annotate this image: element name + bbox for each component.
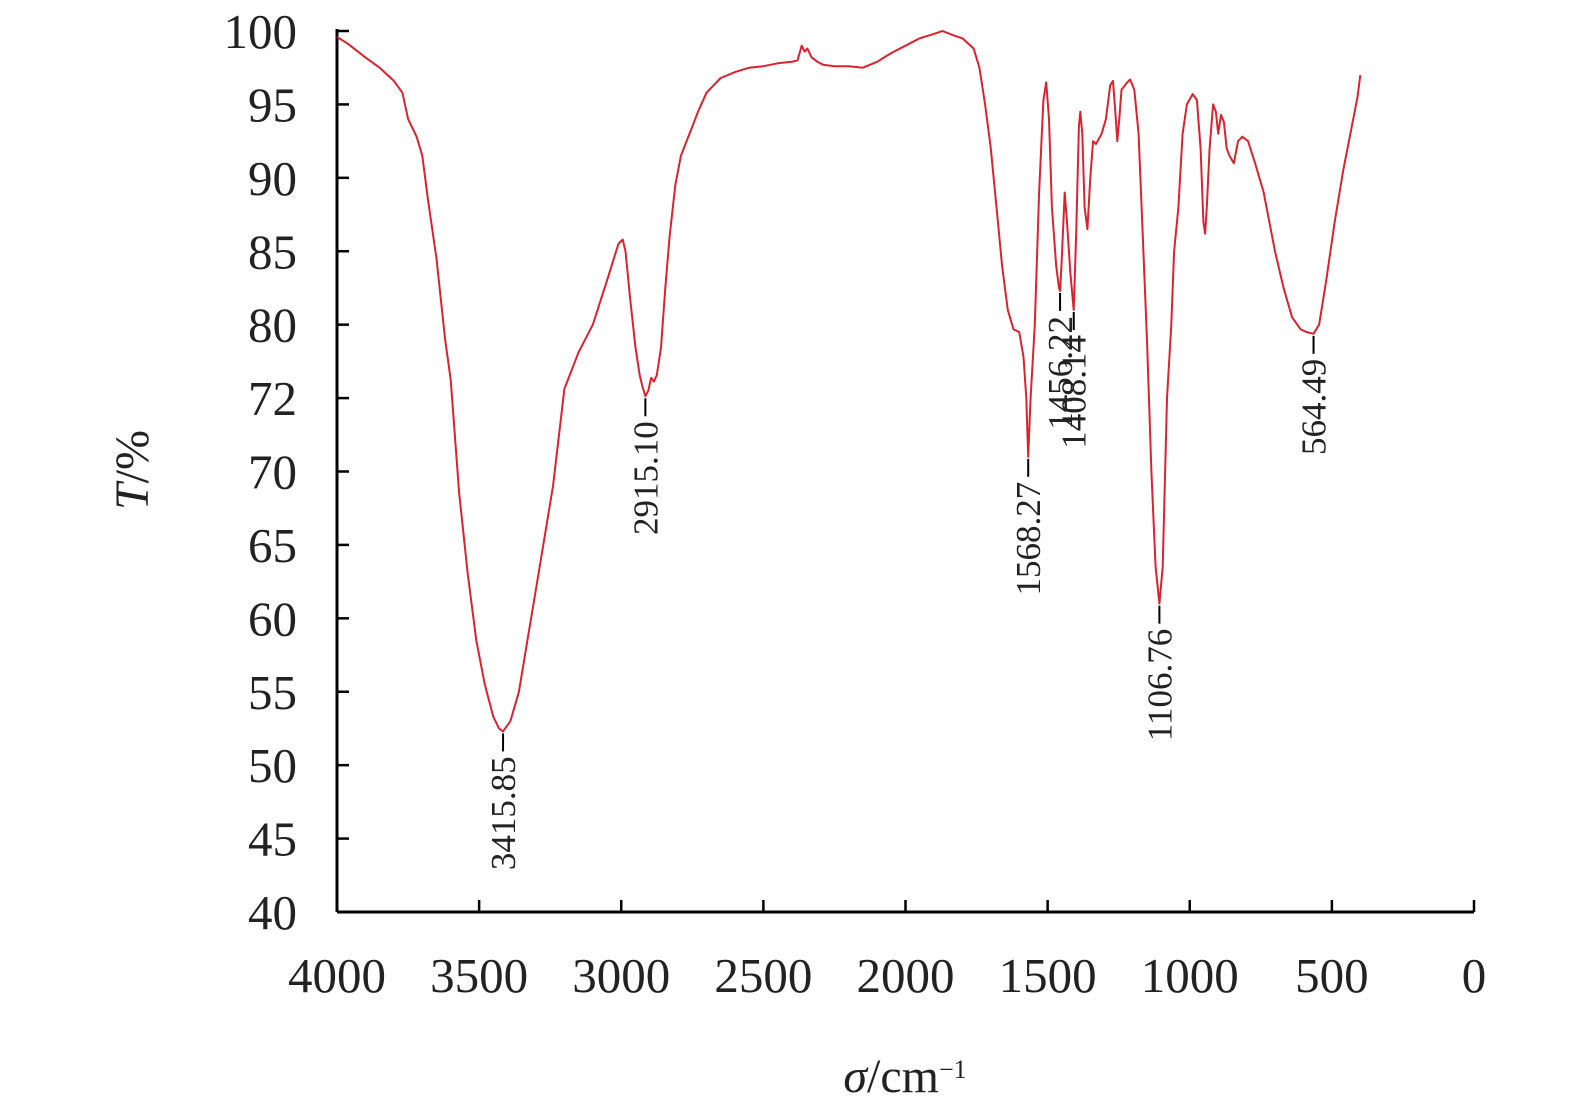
y-tick-label: 72 [248,371,297,426]
peak-annotation: 564.49 [1295,335,1334,455]
series-layer [336,30,1362,733]
x-tick-label: 0 [1462,948,1487,1003]
y-tick-label: 70 [248,445,297,500]
peak-annotation: 1456.22 [1041,292,1080,430]
y-tick-label: 100 [224,4,298,59]
y-tick-label: 45 [248,812,297,867]
x-tick-label: 1500 [999,948,1097,1003]
x-axis-exponent: −1 [939,1055,967,1084]
x-tick-label: 2500 [714,948,812,1003]
peak-label: 1408.14 [1055,335,1094,449]
plot-axes [335,29,1476,914]
y-tick-label: 40 [248,885,297,940]
y-axis-symbol: T [106,480,159,510]
x-tick-label: 4000 [288,948,386,1003]
peak-label: 564.49 [1295,359,1334,455]
peak-annotation: 2915.10 [626,398,665,535]
peak-label: 1456.22 [1041,316,1080,430]
x-tick-label: 3500 [430,948,528,1003]
x-tick-label: 1000 [1141,948,1239,1003]
x-axis-unit: /cm [867,1050,939,1103]
y-axis-unit: /% [106,430,159,483]
x-tick-label: 3000 [572,948,670,1003]
peak-annotation: 3415.85 [484,733,523,870]
y-tick-label: 85 [248,224,297,279]
peak-label: 3415.85 [484,756,523,870]
peak-label: 2915.10 [626,421,665,535]
x-tick-labels: 4000 3500 3000 2500 2000 1500 1000 500 0 [288,948,1486,1003]
y-tick-labels: 100 95 90 85 80 72 70 65 60 55 50 45 40 [224,4,298,940]
y-axis-title: T/% [106,430,159,510]
x-axis-symbol: σ [843,1050,869,1103]
y-tick-label: 65 [248,518,297,573]
x-tick-label: 500 [1295,948,1369,1003]
peak-label: 1568.27 [1009,482,1048,596]
peak-annotation: 1106.76 [1140,605,1179,741]
y-tick-label: 50 [248,738,297,793]
y-tick-label: 60 [248,591,297,646]
x-tick-label: 2000 [857,948,955,1003]
x-axis-title: σ/cm−1 [843,1050,966,1103]
y-tick-label: 95 [248,77,297,132]
y-tick-label: 90 [248,151,297,206]
spectrum-line [336,30,1362,733]
peak-label: 1106.76 [1140,629,1179,741]
y-tick-label: 55 [248,665,297,720]
peak-annotation: 1568.27 [1009,458,1048,596]
peak-annotation: 1408.14 [1055,311,1094,449]
y-tick-label: 80 [248,298,297,353]
